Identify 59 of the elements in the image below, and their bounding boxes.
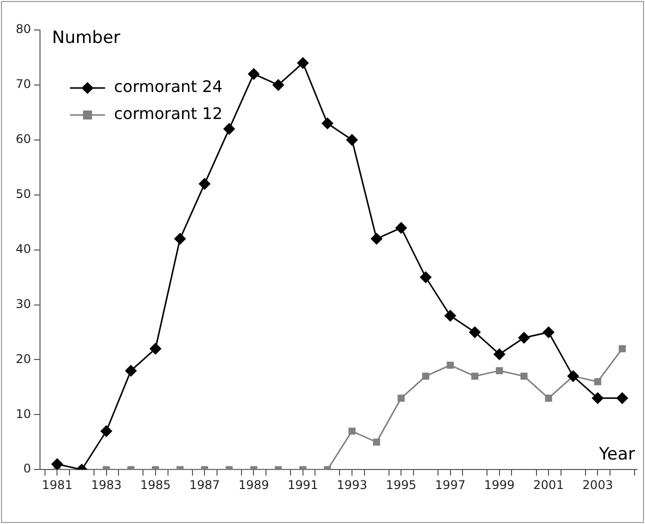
point (321, 117, 334, 130)
x-tick-label: 1995 (386, 478, 416, 492)
point (422, 372, 430, 380)
y-tick-label: 70 (16, 77, 31, 92)
legend-label: cormorant 24 (114, 77, 222, 96)
point (496, 367, 503, 374)
point (395, 222, 408, 234)
y-tick-label: 0 (23, 462, 31, 476)
point (616, 392, 628, 404)
point (51, 458, 64, 470)
y-tick-label: 60 (16, 132, 31, 146)
point (348, 428, 356, 435)
point (468, 326, 481, 338)
point (567, 370, 580, 382)
point (446, 362, 454, 369)
point (272, 78, 284, 91)
point (444, 310, 456, 322)
point (594, 378, 602, 386)
point (592, 392, 604, 404)
point (149, 342, 162, 355)
y-tick-label: 80 (16, 22, 31, 36)
x-tick-label: 1997 (435, 478, 466, 492)
point (520, 372, 528, 380)
y-tick-label: 20 (16, 352, 31, 366)
point (471, 372, 478, 380)
y-tick-label: 50 (16, 186, 31, 201)
x-tick-label: 1987 (189, 478, 220, 492)
point (100, 425, 112, 438)
point (346, 134, 358, 146)
y-tick-label: 30 (16, 296, 31, 311)
x-tick-label: 1993 (336, 478, 368, 492)
point (248, 68, 260, 80)
point (493, 348, 506, 360)
x-tick-label: 1999 (484, 478, 515, 492)
x-tick-label: 1983 (91, 478, 122, 492)
y-axis-title: Number (52, 28, 120, 48)
point (198, 178, 211, 190)
legend-label: cormorant 12 (114, 104, 222, 124)
point (174, 232, 186, 245)
point (370, 232, 383, 245)
point (618, 345, 626, 352)
point (420, 271, 432, 284)
y-tick-label: 10 (16, 406, 31, 421)
point (542, 326, 555, 338)
x-axis-title: Year (598, 444, 636, 465)
x-tick-label: 1985 (140, 478, 171, 492)
y-tick-label: 40 (16, 242, 31, 256)
point (223, 122, 236, 135)
x-tick-label: 1981 (42, 478, 72, 492)
point (296, 56, 309, 69)
x-tick-label: 2003 (582, 478, 613, 492)
x-tick-label: 2001 (533, 478, 564, 492)
point (398, 394, 405, 402)
x-tick-label: 1991 (288, 478, 318, 492)
point (518, 332, 530, 344)
point (373, 438, 380, 446)
point (545, 394, 552, 402)
point (124, 364, 137, 377)
x-tick-label: 1989 (238, 478, 270, 492)
